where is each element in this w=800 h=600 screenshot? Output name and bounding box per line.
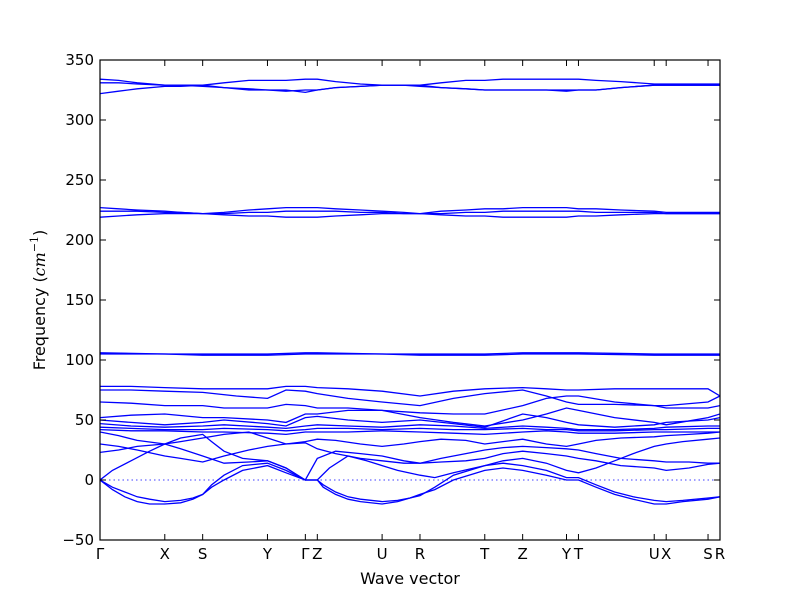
band-line-14 xyxy=(100,422,720,431)
y-axis-ticks: −50 0 50 100 150 200 250 300 350 xyxy=(62,51,720,549)
x-axis-label: Wave vector xyxy=(360,569,460,588)
band-line-1 xyxy=(100,78,720,86)
x-tick-label: T xyxy=(479,545,490,563)
band-line-20 xyxy=(100,464,720,505)
x-tick-label: U xyxy=(649,545,660,563)
y-tick-label: 250 xyxy=(65,171,94,189)
band-line-22 xyxy=(100,433,720,481)
y-tick-label: 150 xyxy=(65,291,94,309)
band-line-13 xyxy=(100,413,720,428)
y-axis-label: Frequency (cm−1) xyxy=(28,230,49,371)
band-line-9 xyxy=(100,385,720,397)
x-tick-label: T xyxy=(573,545,584,563)
x-tick-label: X xyxy=(661,545,671,563)
band-line-19 xyxy=(100,443,720,481)
phonon-bands xyxy=(100,78,720,505)
y-axis-label-exponent: −1 xyxy=(28,236,41,252)
y-axis-label-text: Frequency ( xyxy=(30,276,49,370)
x-tick-label: R xyxy=(715,545,725,563)
band-line-11 xyxy=(100,395,720,415)
y-tick-label: 0 xyxy=(84,471,94,489)
x-tick-label: U xyxy=(377,545,388,563)
y-axis-label-close: ) xyxy=(30,230,49,236)
band-line-12 xyxy=(100,407,720,427)
band-line-10 xyxy=(100,389,720,407)
band-line-18 xyxy=(100,442,720,464)
band-line-21 xyxy=(100,462,720,503)
band-line-17 xyxy=(100,431,720,448)
x-tick-label: Z xyxy=(518,545,528,563)
x-tick-label: Γ xyxy=(96,545,105,563)
x-tick-label: S xyxy=(703,545,713,563)
y-tick-label: 350 xyxy=(65,51,94,69)
x-tick-label: Y xyxy=(262,545,273,563)
x-tick-label: Z xyxy=(312,545,322,563)
plot-frame xyxy=(99,59,721,541)
band-line-3 xyxy=(100,84,720,95)
y-tick-label: 100 xyxy=(65,351,94,369)
band-line-7 xyxy=(100,352,720,355)
x-tick-label: S xyxy=(198,545,208,563)
x-tick-label: Y xyxy=(561,545,572,563)
band-line-15 xyxy=(100,426,720,432)
band-line-16 xyxy=(100,428,720,436)
band-line-6 xyxy=(100,212,720,218)
y-tick-label: 50 xyxy=(75,411,94,429)
band-line-8 xyxy=(100,353,720,356)
x-tick-label: R xyxy=(415,545,425,563)
y-axis-label-unit: cm xyxy=(30,252,49,276)
x-tick-label: X xyxy=(160,545,170,563)
y-tick-label: 300 xyxy=(65,111,94,129)
y-tick-label: −50 xyxy=(62,531,94,549)
x-tick-label: Γ xyxy=(301,545,310,563)
y-tick-label: 200 xyxy=(65,231,94,249)
